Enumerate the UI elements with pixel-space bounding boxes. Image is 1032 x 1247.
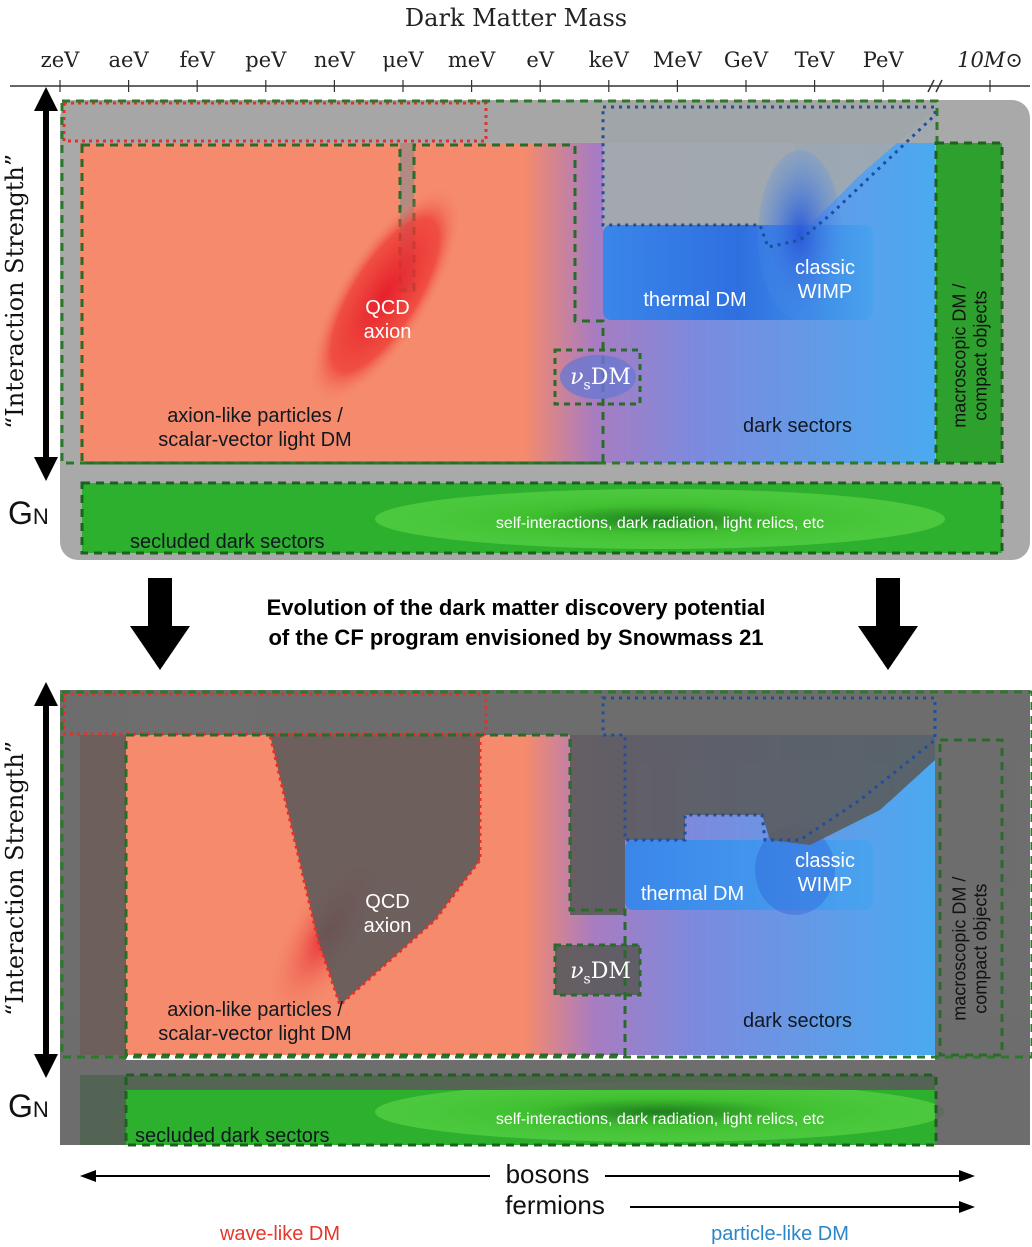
secluded-label-top: secluded dark sectors <box>130 531 325 553</box>
tick-label: TeV <box>795 48 836 72</box>
tick-label: zeV <box>41 48 80 72</box>
down-arrow-right <box>858 578 918 670</box>
alp-label-top: axion-like particles / scalar-vector lig… <box>158 405 352 451</box>
wimp-dotted-boundary-bottom <box>601 696 937 842</box>
qcd-axion-label-bottom: QCD axion <box>363 891 412 937</box>
particle-like-label: particle-like DM <box>711 1223 849 1245</box>
qcd-axion-label-top: QCD axion <box>363 297 412 343</box>
dark-sectors-label-top: dark sectors <box>743 415 852 437</box>
classic-wimp-label-top: classic WIMP <box>794 257 855 303</box>
y-axis-arrow <box>34 87 58 481</box>
tick-label: eV <box>526 48 554 72</box>
excluded-overlays <box>60 690 1030 1145</box>
dark-sectors-label-bottom: dark sectors <box>743 1010 852 1032</box>
classic-wimp-ellipse <box>758 150 842 320</box>
self-interaction-ellipse <box>375 489 945 549</box>
evolution-caption: Evolution of the dark matter discovery p… <box>266 595 766 650</box>
macroscopic-label-top: macroscopic DM / compact objects <box>949 283 990 428</box>
tick-label-10msun: 10M⊙ <box>957 48 1023 72</box>
tick-label: μeV <box>382 48 424 72</box>
macroscopic-label-bottom: macroscopic DM / compact objects <box>949 876 990 1021</box>
down-arrow-left <box>130 578 190 670</box>
tick-label: meV <box>448 48 496 72</box>
thermal-dm-label-top: thermal DM <box>643 289 747 311</box>
bottom-panel <box>34 682 1032 1147</box>
self-interaction-ellipse-bottom <box>375 1082 945 1142</box>
tick-label: aeV <box>109 48 150 72</box>
nus-dm-ellipse <box>560 355 636 399</box>
mass-axis: zeV aeV feV peV neV μeV meV eV keV MeV GeV TeV PeV 1… <box>10 48 1030 93</box>
tick-label: MeV <box>653 48 703 72</box>
gn-label-top: GN <box>8 495 49 531</box>
y-axis-arrow-bottom <box>34 682 58 1078</box>
y-label-bottom: “Interaction Strength” <box>1 740 29 1016</box>
tick-label: keV <box>589 48 630 72</box>
alp-label-bottom: axion-like particles / scalar-vector lig… <box>158 999 352 1045</box>
tick-label: peV <box>245 48 287 72</box>
nus-dm-label-top: νsDM <box>570 365 631 394</box>
axis-break <box>927 79 943 93</box>
tick-label: PeV <box>863 48 905 72</box>
secluded-label-bottom: secluded dark sectors <box>135 1125 330 1147</box>
top-panel <box>34 87 1030 560</box>
tick-label: feV <box>180 48 216 72</box>
thermal-dm-region-bottom <box>625 840 873 910</box>
gn-label-bottom: GN <box>8 1088 49 1124</box>
red-dotted-band-bottom <box>62 692 488 736</box>
red-dotted-band <box>62 101 488 143</box>
classic-wimp-label-bottom: classic WIMP <box>794 850 855 896</box>
thermal-dm-label-bottom: thermal DM <box>640 883 745 905</box>
fermions-label: fermions <box>505 1190 605 1220</box>
wave-like-label: wave-like DM <box>219 1223 341 1245</box>
self-interactions-label-bottom: self-interactions, dark radiation, light… <box>495 1111 825 1128</box>
nus-dm-box <box>553 348 642 406</box>
y-label-top: “Interaction Strength” <box>1 153 29 429</box>
tick-label: neV <box>314 48 356 72</box>
tick-label: GeV <box>724 48 769 72</box>
qcd-axion-band <box>308 186 462 404</box>
boson-fermion-arrows <box>80 1170 975 1213</box>
self-interactions-label-top: self-interactions, dark radiation, light… <box>495 515 825 532</box>
macroscopic-column <box>936 143 1002 463</box>
bosons-label: bosons <box>505 1159 590 1189</box>
alp-dashed-box <box>80 143 605 465</box>
nus-dm-label-bottom: νsDM <box>570 959 631 988</box>
axis-title: Dark Matter Mass <box>404 4 628 32</box>
